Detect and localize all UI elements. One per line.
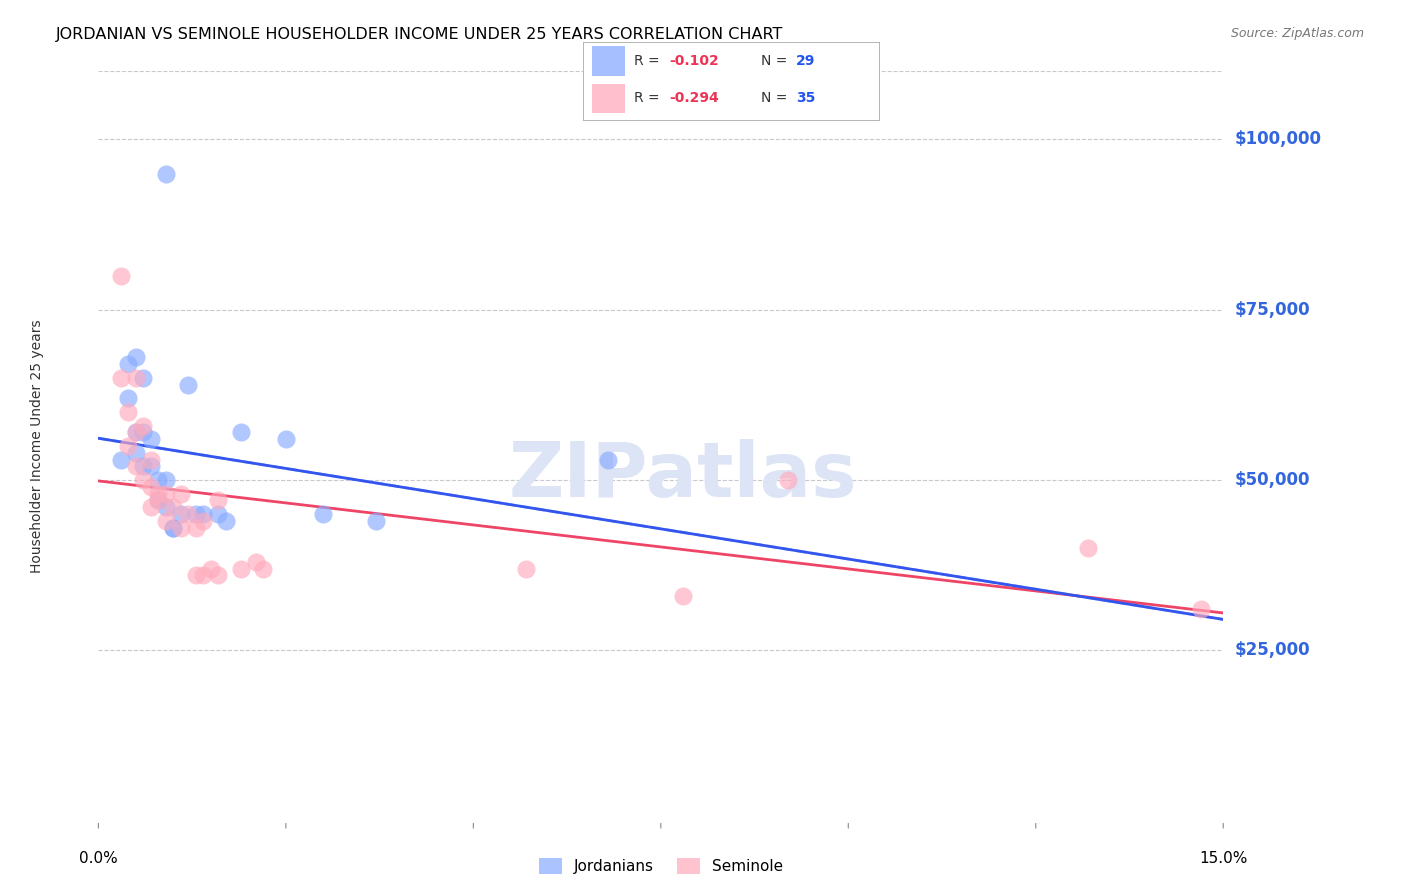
Point bbox=[170, 521, 193, 535]
Point bbox=[139, 452, 162, 467]
Point bbox=[125, 351, 148, 365]
Point bbox=[125, 425, 148, 440]
Point bbox=[177, 377, 200, 392]
Point bbox=[132, 418, 155, 433]
Text: 15.0%: 15.0% bbox=[1199, 851, 1247, 866]
Point bbox=[215, 514, 238, 528]
Point bbox=[132, 473, 155, 487]
Text: $25,000: $25,000 bbox=[1234, 641, 1310, 659]
Point bbox=[245, 555, 267, 569]
Point bbox=[274, 432, 297, 446]
Point bbox=[229, 425, 252, 440]
Point bbox=[515, 561, 537, 575]
Point bbox=[117, 439, 139, 453]
Point bbox=[125, 446, 148, 460]
Point bbox=[132, 459, 155, 474]
Text: N =: N = bbox=[761, 92, 787, 105]
Point bbox=[184, 521, 207, 535]
Point bbox=[252, 561, 274, 575]
Point bbox=[193, 514, 215, 528]
Text: $100,000: $100,000 bbox=[1234, 130, 1322, 148]
Point bbox=[193, 568, 215, 582]
Point bbox=[117, 392, 139, 406]
Point bbox=[207, 493, 229, 508]
Point bbox=[155, 167, 177, 181]
Point bbox=[184, 507, 207, 521]
Point bbox=[139, 480, 162, 494]
FancyBboxPatch shape bbox=[592, 84, 624, 113]
Text: -0.294: -0.294 bbox=[669, 92, 718, 105]
Point bbox=[177, 507, 200, 521]
Point bbox=[132, 425, 155, 440]
Point bbox=[162, 521, 184, 535]
Text: 0.0%: 0.0% bbox=[79, 851, 118, 866]
Point bbox=[148, 493, 170, 508]
FancyBboxPatch shape bbox=[592, 45, 624, 76]
Text: R =: R = bbox=[634, 92, 659, 105]
Text: 35: 35 bbox=[796, 92, 815, 105]
Point bbox=[155, 486, 177, 500]
Point bbox=[155, 473, 177, 487]
Point bbox=[139, 432, 162, 446]
Text: -0.102: -0.102 bbox=[669, 54, 718, 68]
Text: JORDANIAN VS SEMINOLE HOUSEHOLDER INCOME UNDER 25 YEARS CORRELATION CHART: JORDANIAN VS SEMINOLE HOUSEHOLDER INCOME… bbox=[56, 27, 783, 42]
Text: Source: ZipAtlas.com: Source: ZipAtlas.com bbox=[1230, 27, 1364, 40]
Point bbox=[155, 514, 177, 528]
Point bbox=[207, 568, 229, 582]
Text: $75,000: $75,000 bbox=[1234, 301, 1310, 318]
Text: Householder Income Under 25 years: Householder Income Under 25 years bbox=[30, 319, 44, 573]
Point bbox=[200, 561, 222, 575]
Point bbox=[125, 459, 148, 474]
Point bbox=[125, 371, 148, 385]
Point bbox=[207, 507, 229, 521]
Text: ZIPatlas: ZIPatlas bbox=[509, 439, 858, 513]
Point bbox=[148, 493, 170, 508]
Text: 29: 29 bbox=[796, 54, 815, 68]
Point bbox=[110, 371, 132, 385]
Text: N =: N = bbox=[761, 54, 787, 68]
Point bbox=[162, 521, 184, 535]
Point bbox=[139, 459, 162, 474]
Point bbox=[193, 507, 215, 521]
Point bbox=[139, 500, 162, 515]
Point bbox=[110, 268, 132, 283]
Point bbox=[312, 507, 335, 521]
Text: R =: R = bbox=[634, 54, 659, 68]
Point bbox=[1189, 602, 1212, 616]
Point bbox=[117, 405, 139, 419]
Point bbox=[170, 486, 193, 500]
Point bbox=[155, 500, 177, 515]
Point bbox=[229, 561, 252, 575]
Point bbox=[162, 500, 184, 515]
Point bbox=[125, 425, 148, 440]
Point bbox=[1077, 541, 1099, 556]
Point bbox=[110, 452, 132, 467]
Point bbox=[598, 452, 620, 467]
Point bbox=[132, 371, 155, 385]
Point bbox=[364, 514, 387, 528]
Point bbox=[672, 589, 695, 603]
Text: $50,000: $50,000 bbox=[1234, 471, 1310, 489]
Legend: Jordanians, Seminole: Jordanians, Seminole bbox=[533, 852, 789, 880]
Point bbox=[148, 486, 170, 500]
Point bbox=[184, 568, 207, 582]
Point bbox=[148, 473, 170, 487]
Point bbox=[117, 357, 139, 371]
Point bbox=[778, 473, 800, 487]
Point bbox=[170, 507, 193, 521]
